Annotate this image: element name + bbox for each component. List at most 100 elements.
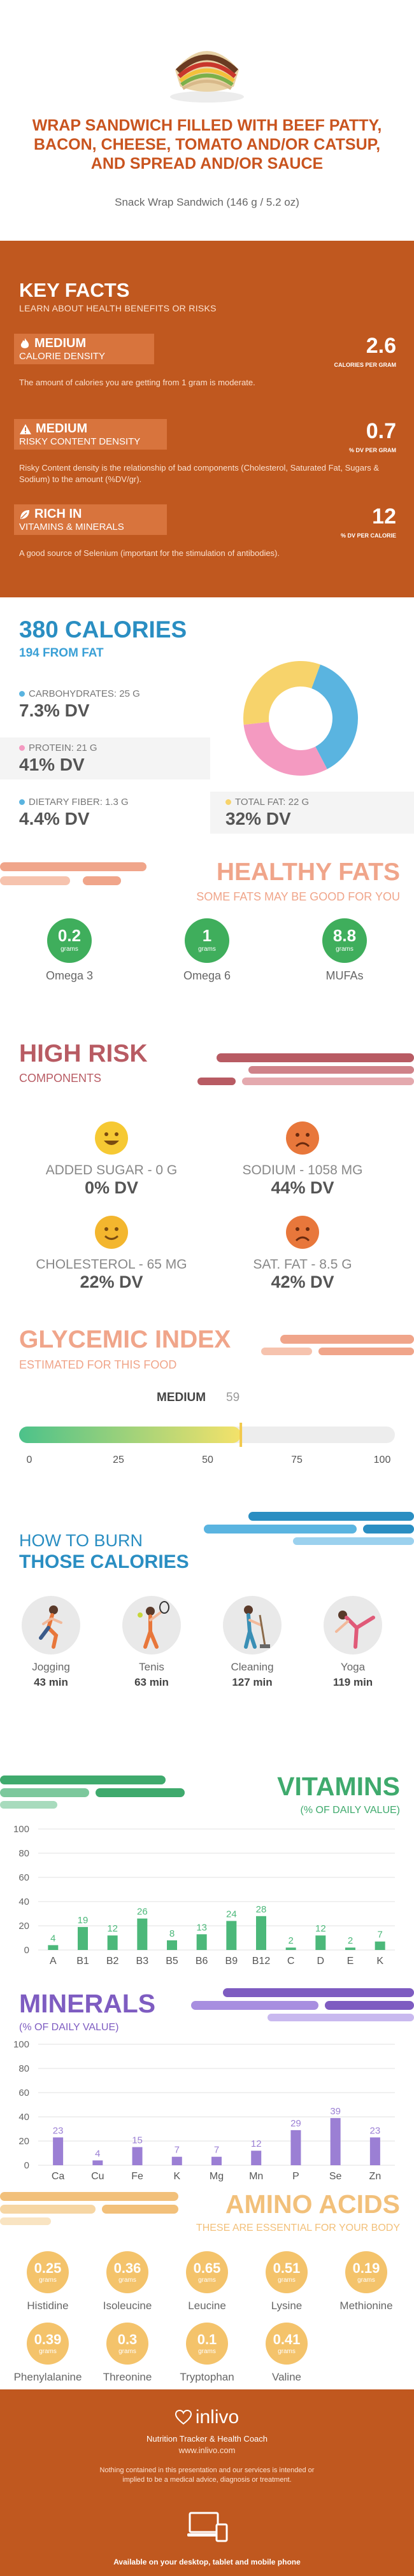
bar-value-label: 39 [330,2106,341,2117]
bar-value-label: 7 [214,2145,219,2156]
x-tick-label: Cu [91,2171,104,2182]
activity-minutes: 43 min [34,1676,68,1688]
fat-value: 8.8 [332,926,357,945]
amino-histidine: 0.25 grams Histidine [6,2251,89,2312]
x-tick-label: C [287,1956,295,1967]
macro-label: TOTAL FAT: 22 g [235,797,310,808]
bar-value-label: 19 [78,1915,89,1926]
gauge-tick-label: 25 [113,1455,124,1465]
activity-tennis: Tenis 63 min [107,1596,196,1689]
donut-slice-protein [243,722,327,776]
activity-name: Cleaning [231,1661,274,1673]
x-tick-label: B5 [166,1956,178,1967]
yoga-icon [335,1611,375,1649]
fact-name: VITAMINS & MINERALS [19,522,124,532]
smile-face-icon [95,1216,128,1249]
page-title: WRAP SANDWICH FILLED WITH BEEF PATTY, BA… [32,117,382,173]
minerals-subtitle: (% OF DAILY VALUE) [19,2022,119,2033]
amino-label: Phenylalanine [13,2371,82,2383]
serving-subtitle: Snack Wrap Sandwich (146 g / 5.2 oz) [115,196,299,208]
x-tick-label: B1 [76,1956,89,1967]
fat-unit: grams [61,946,78,953]
bar [78,1926,88,1950]
fact-unit: % DV PER CALORIE [340,532,396,539]
amino-unit: grams [39,2277,57,2284]
bar-value-label: 2 [348,1935,353,1946]
bar [375,1941,385,1950]
activity-name: Tenis [139,1661,164,1673]
amino-subtitle: THESE ARE ESSENTIAL FOR YOUR BODY [196,2223,400,2233]
bar [196,1934,207,1950]
risk-label: ADDED SUGAR - 0 g [45,1163,178,1178]
omega6-label: Omega 6 [183,969,231,982]
fat-value: 0.2 [57,926,82,945]
donut-slice-carbohydrates [311,664,358,769]
donut-slice-total-fat [243,661,320,725]
amino-value: 0.25 [34,2260,62,2276]
bar [251,2151,262,2165]
amino-unit: grams [118,2277,136,2284]
amino-unit: grams [118,2348,136,2355]
macro-fiber: DIETARY FIBER: 1.3 g 4.4% DV [0,792,210,834]
risk-saturated-fat: SAT. FAT - 8.5 g 42% DV [207,1215,398,1292]
fat-unit: grams [336,946,353,953]
macro-dv: 41% DV [19,755,85,774]
header-section: WRAP SANDWICH FILLED WITH BEEF PATTY, BA… [0,0,414,241]
glycemic-subtitle: ESTIMATED FOR THIS FOOD [19,1358,177,1371]
x-tick-label: B12 [252,1956,271,1967]
decorative-stripes [197,1053,414,1085]
bar-value-label: 28 [256,1904,267,1915]
bar-value-label: 7 [175,2145,180,2156]
flame-icon [20,338,29,348]
fact-badge: MEDIUM RISKY CONTENT DENSITY [14,419,167,450]
gauge-fill [19,1427,241,1443]
footer-section: inlivo Nutrition Tracker & Health Coach … [0,2389,414,2576]
fact-value: 12 [372,504,396,529]
bar-value-label: 12 [251,2138,262,2149]
x-tick-label: B9 [225,1956,238,1967]
risk-dv: 42% DV [271,1272,334,1292]
amino-value: 0.36 [113,2260,141,2276]
fact-level: RICH IN [34,507,82,521]
fact-badge: RICH IN VITAMINS & MINERALS [14,504,167,535]
amino-lysine: 0.51 grams Lysine [245,2251,328,2312]
amino-threonine: 0.3 grams Threonine [86,2323,169,2384]
fat-unit: grams [198,946,216,953]
bar-value-label: 23 [370,2125,381,2136]
macro-label: DIETARY FIBER: 1.3 g [29,797,129,808]
amino-label: Isoleucine [103,2300,152,2312]
mufa-circle: 8.8 grams [322,918,367,963]
high-risk-subtitle: COMPONENTS [19,1072,102,1085]
dot-icon [19,691,25,697]
y-tick-label: 20 [18,2136,29,2147]
x-tick-label: B6 [196,1956,208,1967]
y-tick-label: 20 [18,1921,29,1932]
y-tick-label: 60 [18,1872,29,1883]
bar-value-label: 2 [288,1935,293,1946]
minerals-title: MINERALS [19,1989,156,2018]
decorative-stripes [261,1335,414,1355]
amino-label: Lysine [271,2300,303,2312]
x-tick-label: D [317,1956,325,1967]
high-risk-title: HIGH RISK [19,1040,148,1067]
amino-unit: grams [278,2348,296,2355]
risk-label: CHOLESTEROL - 65 mg [36,1257,187,1272]
macro-label: PROTEIN: 21 g [29,743,97,753]
vitamins-bar-chart: 0 20 40 60 80 100 4 A 19 B1 12 B2 26 B3 8 B5 13 B6 24 B9 28 B… [13,1824,395,1967]
omega3-label: Omega 3 [45,969,94,982]
sad-face-icon [286,1121,319,1155]
gauge-tick-label: 100 [373,1455,391,1465]
key-facts-title: KEY FACTS [19,279,130,301]
risk-cholesterol: CHOLESTEROL - 65 mg 22% DV [16,1215,207,1292]
amino-label: Histidine [27,2300,69,2312]
calories-from-fat: 194 FROM FAT [19,646,104,660]
footer-url[interactable]: www.inlivo.com [178,2445,236,2455]
healthy-fats-subtitle: SOME FATS MAY BE GOOD FOR YOU [196,890,400,903]
y-tick-label: 100 [13,1824,29,1835]
amino-value: 0.1 [197,2331,217,2347]
macro-protein: PROTEIN: 21 g 41% DV [0,737,210,779]
amino-value: 0.41 [273,2331,301,2347]
amino-value: 0.51 [273,2260,301,2276]
heart-logo-icon [175,2410,192,2425]
